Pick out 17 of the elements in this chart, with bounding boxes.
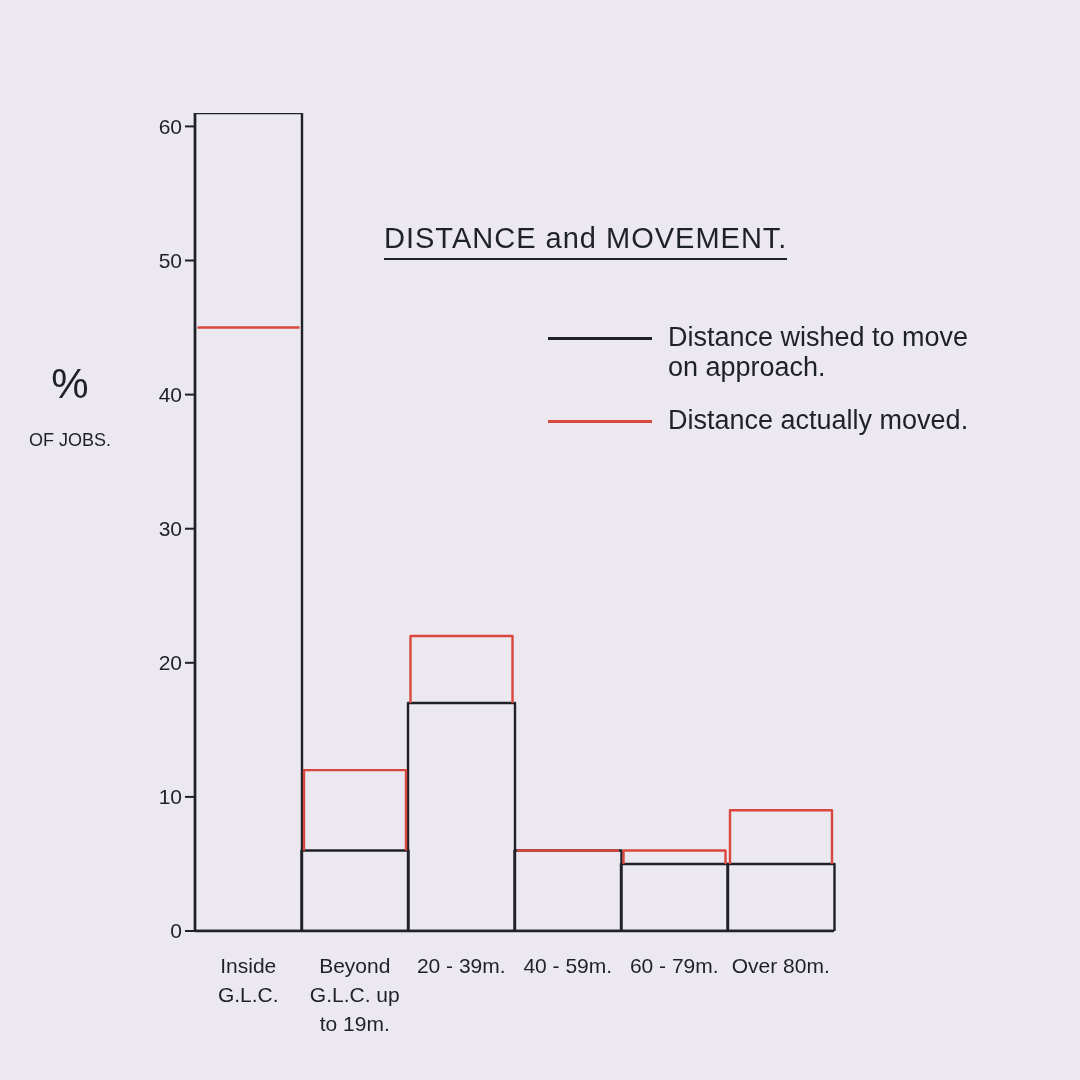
y-tick-label: 20 — [158, 651, 182, 675]
x-tick-label: Beyond G.L.C. up to 19m. — [309, 954, 400, 1035]
x-tick-label: Inside G.L.C. — [217, 954, 279, 1006]
x-tick-label: 40 - 59m. — [523, 954, 613, 977]
legend-label: Distance actually moved. — [668, 405, 969, 435]
y-tick-label: 60 — [158, 114, 182, 138]
y-axis-title: % OF JOBS. — [28, 360, 111, 450]
y-tick-label: 0 — [170, 919, 182, 943]
legend-label: Distance wished to move on approach. — [668, 322, 969, 382]
y-tick-label: 40 — [158, 383, 182, 407]
y-tick-label: 50 — [158, 248, 182, 272]
y-tick-label: 30 — [158, 517, 182, 541]
x-tick-label: 60 - 79m. — [629, 954, 719, 977]
x-tick-label: 20 - 39m. — [416, 954, 506, 977]
x-tick-label: Over 80m. — [731, 954, 830, 977]
y-tick-label: 10 — [158, 785, 182, 809]
text: DISTANCE and MOVEMENT. — [384, 222, 788, 254]
